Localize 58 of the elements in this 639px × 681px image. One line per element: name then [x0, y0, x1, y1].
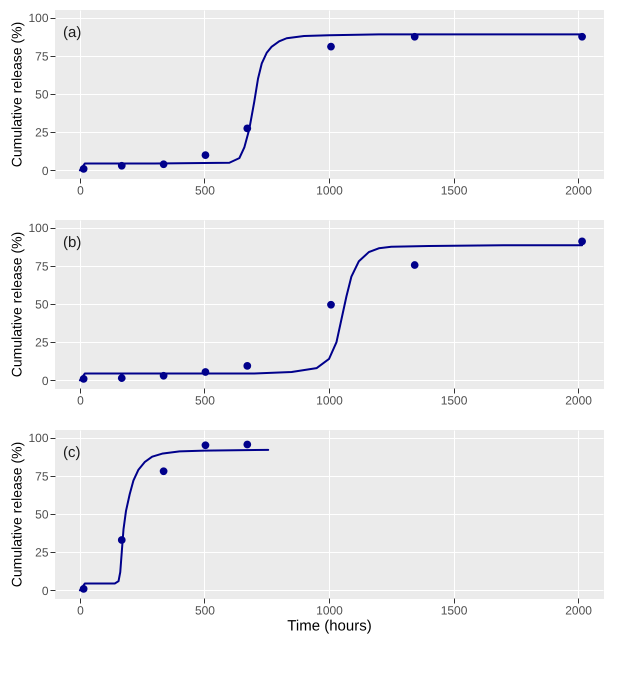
- point: [202, 151, 210, 159]
- point: [410, 32, 419, 41]
- y-tick-label: 100: [28, 11, 49, 26]
- x-tick-label: 0: [77, 604, 84, 618]
- annotation: (b): [63, 234, 82, 251]
- point: [80, 584, 88, 593]
- point: [243, 124, 252, 132]
- x-tick-label: 500: [194, 394, 216, 408]
- y-tick-label: 50: [35, 88, 49, 102]
- y-tick-label: 0: [42, 164, 49, 178]
- point: [118, 374, 126, 382]
- y-tick-label: 100: [28, 221, 49, 236]
- annotation: (c): [63, 444, 80, 461]
- point: [160, 160, 168, 168]
- x-tick-label: 1500: [440, 604, 468, 618]
- x-tick-label: 2000: [565, 604, 592, 618]
- x-tick-label: 1500: [440, 184, 468, 198]
- x-tick-label: 1000: [316, 604, 344, 618]
- x-tick-label: 0: [77, 394, 84, 408]
- point: [118, 536, 126, 544]
- point: [160, 467, 168, 476]
- point: [202, 441, 210, 450]
- point: [202, 368, 210, 376]
- y-tick-label: 50: [35, 298, 49, 312]
- x-tick-label: 0: [77, 184, 84, 198]
- point: [118, 162, 126, 170]
- point: [80, 164, 88, 173]
- x-tick-label: 2000: [565, 184, 592, 198]
- x-tick-label: 1000: [316, 394, 344, 408]
- point: [578, 238, 586, 246]
- point: [243, 362, 252, 370]
- y-axis-title: Cumulative release (%): [8, 232, 24, 378]
- point: [160, 372, 168, 380]
- x-axis-title: Time (hours): [287, 618, 372, 634]
- x-tick-label: 500: [194, 184, 216, 198]
- x-tick-label: 1000: [316, 184, 344, 198]
- y-axis-title: Cumulative release (%): [8, 22, 24, 168]
- point: [327, 42, 335, 51]
- y-tick-label: 100: [28, 431, 49, 446]
- x-tick-label: 2000: [565, 394, 592, 408]
- y-tick-label: 50: [35, 508, 49, 522]
- y-tick-label: 75: [35, 49, 49, 64]
- annotation: (a): [63, 24, 82, 41]
- y-tick-label: 0: [42, 584, 49, 598]
- x-tick-label: 500: [194, 604, 216, 618]
- x-tick-label: 1500: [440, 394, 468, 408]
- y-tick-label: 25: [35, 336, 49, 350]
- y-tick-label: 25: [35, 546, 49, 560]
- y-axis-title: Cumulative release (%): [8, 442, 24, 588]
- point: [243, 440, 252, 448]
- y-tick-label: 75: [35, 259, 49, 274]
- y-tick-label: 0: [42, 374, 49, 388]
- point: [80, 374, 88, 383]
- point: [410, 261, 419, 269]
- point: [578, 32, 586, 41]
- point: [327, 300, 335, 309]
- y-tick-label: 75: [35, 469, 49, 484]
- y-tick-label: 25: [35, 126, 49, 140]
